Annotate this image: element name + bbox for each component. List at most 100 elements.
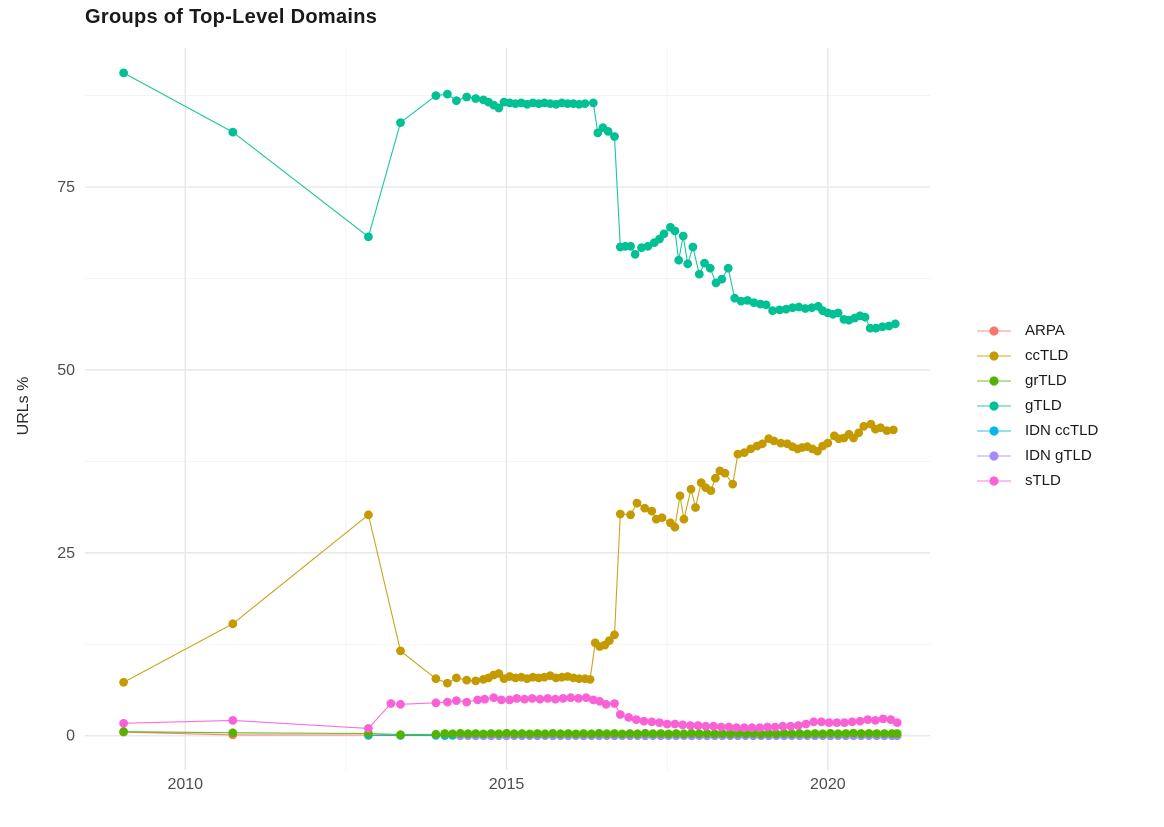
data-point (494, 103, 504, 113)
data-point (631, 715, 641, 724)
data-point (693, 721, 703, 730)
data-point (502, 728, 511, 738)
data-point (494, 729, 504, 739)
data-point (728, 479, 738, 489)
data-point (452, 696, 461, 705)
data-point (364, 232, 373, 242)
legend-item-cctld: ccTLD (976, 347, 1098, 364)
data-point (463, 729, 473, 739)
data-point (688, 242, 698, 252)
data-point (818, 729, 828, 739)
data-point (736, 296, 746, 306)
data-point (687, 728, 696, 738)
data-point (632, 498, 642, 508)
data-point (603, 126, 613, 136)
data-point (551, 694, 560, 704)
data-point (779, 728, 789, 738)
legend-key-icon (977, 400, 1011, 411)
grid-minor (85, 48, 930, 770)
data-point (119, 677, 128, 687)
data-point (776, 438, 786, 448)
data-point (480, 694, 490, 704)
data-point (739, 723, 749, 733)
data-point (648, 729, 658, 739)
data-point (386, 699, 396, 708)
data-point (770, 722, 780, 732)
data-point (624, 713, 633, 722)
data-point (683, 259, 693, 269)
legend-label: IDN gTLD (1025, 447, 1092, 464)
data-point (880, 729, 889, 738)
data-point (462, 675, 472, 685)
data-point (871, 716, 880, 725)
data-point (579, 729, 588, 738)
legend-key-icon (977, 350, 1011, 361)
x-tick-label: 2020 (810, 776, 846, 793)
data-point (717, 274, 727, 284)
data-point (716, 722, 726, 732)
data-point (725, 729, 735, 739)
data-point (686, 484, 696, 494)
data-point (788, 303, 797, 313)
data-point (587, 729, 596, 739)
data-point (755, 723, 765, 733)
data-point (772, 729, 781, 739)
data-point (497, 695, 506, 705)
data-point (757, 439, 767, 449)
data-point (471, 729, 481, 738)
data-point (890, 319, 900, 329)
data-point (892, 718, 902, 727)
data-point (702, 729, 712, 738)
legend-key-icon (977, 375, 1011, 386)
data-point (505, 695, 515, 705)
data-point (679, 514, 689, 524)
data-point (610, 729, 619, 738)
data-point (396, 646, 405, 656)
legend-label: grTLD (1025, 372, 1067, 389)
data-point (795, 729, 804, 738)
legend-key-icon (977, 450, 1011, 461)
legend: ARPA ccTLD grTLD gTLD IDN ccTLD IDN gTLD sTLD (976, 322, 1098, 489)
data-point (640, 503, 650, 513)
data-point (720, 468, 730, 478)
data-point (473, 695, 482, 705)
legend-item-arpa: ARPA (976, 322, 1098, 339)
data-point (824, 718, 834, 727)
data-point (610, 630, 619, 640)
data-point (119, 727, 128, 737)
data-point (882, 426, 892, 435)
data-point (594, 728, 604, 738)
data-point (443, 697, 452, 707)
data-point (563, 729, 573, 738)
data-point (228, 127, 238, 137)
legend-key-icon (977, 475, 1011, 486)
data-point (826, 728, 835, 738)
data-point (854, 428, 864, 438)
data-point (810, 729, 820, 738)
data-point (647, 506, 657, 516)
data-point (479, 729, 488, 739)
data-point (633, 729, 642, 739)
data-point (431, 698, 441, 708)
data-point (832, 718, 842, 727)
data-point (228, 716, 238, 725)
data-point (455, 728, 465, 738)
data-point (856, 729, 866, 738)
data-point (860, 312, 870, 322)
data-point (769, 436, 779, 446)
data-point (823, 438, 833, 448)
data-point (694, 729, 704, 739)
data-point (892, 729, 902, 738)
data-point (396, 730, 405, 739)
data-point (700, 258, 709, 268)
legend-label: gTLD (1025, 397, 1062, 414)
data-point (800, 304, 810, 313)
data-point (228, 728, 238, 738)
data-point (585, 675, 595, 684)
data-point (747, 723, 757, 733)
data-point (657, 513, 667, 523)
data-point (471, 676, 481, 686)
data-point (670, 522, 680, 532)
series-gtld (119, 68, 900, 333)
x-axis-tick-labels: 2010 2015 2020 (167, 776, 845, 793)
